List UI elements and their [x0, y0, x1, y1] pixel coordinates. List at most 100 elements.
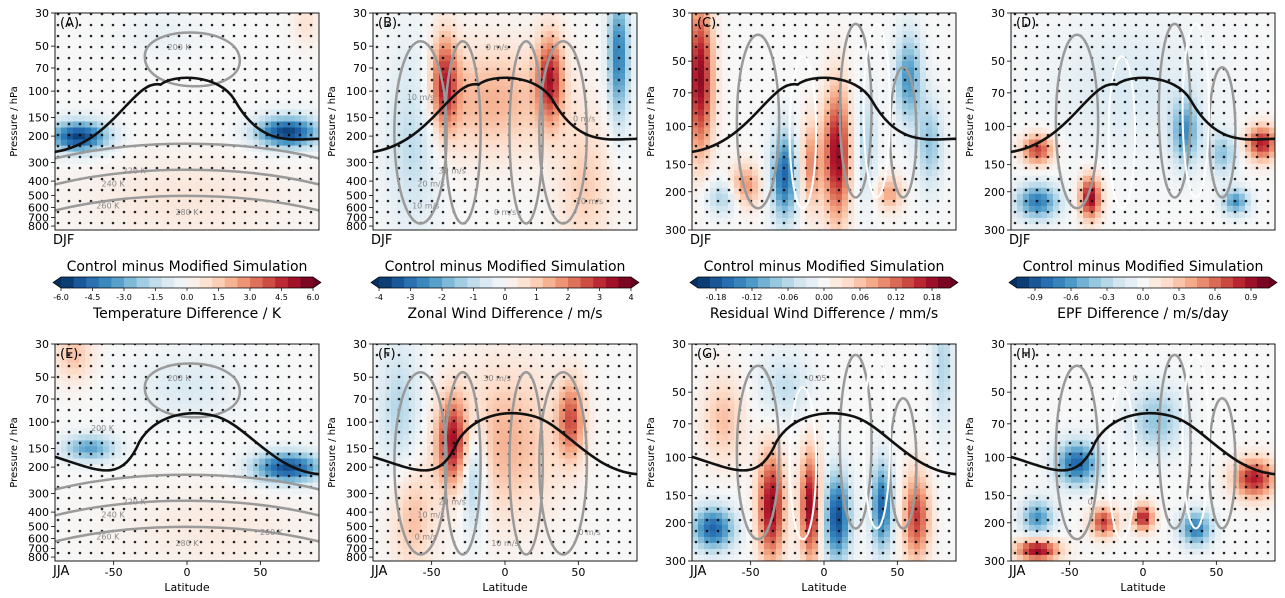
colorbar-tick-label: 3: [597, 293, 602, 302]
y-tick-label: 70: [991, 418, 1005, 431]
y-tick-label: 600: [28, 532, 49, 545]
colorbar-swatch: [890, 277, 903, 288]
colorbar-tick-label: -0.06: [778, 293, 799, 302]
heatmap: [1011, 13, 1275, 230]
y-tick-label: 300: [665, 555, 686, 568]
contour-label: 240 K: [102, 180, 126, 189]
y-tick-label: 100: [28, 85, 49, 98]
contour-label: 10 m/s: [417, 511, 444, 520]
y-axis-label: Pressure / hPa: [965, 417, 976, 487]
y-tick-label: 400: [346, 506, 367, 519]
y-tick-label: 30: [672, 338, 686, 351]
colorbar-swatch: [926, 277, 939, 288]
tropopause-line: [373, 76, 637, 154]
y-tick-label: 150: [984, 159, 1005, 172]
colorbar-tick-label: 0.9: [1245, 293, 1258, 302]
colorbar-tick-label: 0: [502, 293, 507, 302]
y-tick-label: 500: [28, 521, 49, 534]
colorbar-tick-label: 0.18: [923, 293, 941, 302]
panel-g: -0.05 30 50 70 100 150 200 300 Pressure / hPa -50…: [646, 338, 957, 594]
colorbar-swatch: [1137, 277, 1150, 288]
colorbar-swatch: [1017, 277, 1030, 288]
season-label: DJF: [53, 233, 74, 248]
y-axis-label: Pressure / hPa: [9, 417, 20, 487]
y-tick-label: 100: [665, 120, 686, 133]
y-tick-label: 70: [672, 87, 686, 100]
axes-frame: [372, 12, 638, 231]
colorbar-swatch: [237, 277, 251, 288]
y-tick-label: 30: [353, 338, 367, 351]
colorbar-swatch: [174, 277, 188, 288]
colorbar-swatch: [1221, 277, 1234, 288]
colorbar-swatch: [454, 277, 468, 288]
y-tick-label: 30: [35, 338, 49, 351]
significance-stipple: [373, 13, 637, 230]
contour-label: 10 m/s: [491, 539, 518, 548]
y-tick-label: 100: [346, 416, 367, 429]
colorbar-swatch: [1089, 277, 1102, 288]
significance-stipple: [55, 344, 319, 561]
y-tick-label: 600: [28, 201, 49, 214]
colorbar-outline: [1008, 276, 1278, 289]
colorbar-swatch: [618, 277, 632, 288]
colorbar-swatch: [416, 277, 430, 288]
significance-stipple: [55, 13, 319, 230]
colorbar-swatch: [1149, 277, 1162, 288]
colorbar-swatch: [593, 277, 607, 288]
y-tick-label: 30: [991, 338, 1005, 351]
contour-label: 220 K: [123, 498, 147, 507]
tropopause-line: [692, 412, 956, 476]
colorbar-swatch: [379, 277, 392, 288]
y-tick-label: 200: [346, 461, 367, 474]
colorbar-tick-label: -0.6: [1063, 293, 1079, 302]
contour-label: 10 m/s: [576, 197, 603, 206]
colorbar-swatch: [136, 277, 150, 288]
tropopause-line: [1011, 76, 1275, 154]
y-tick-label: 500: [346, 521, 367, 534]
tropopause-line: [55, 412, 319, 476]
colorbar-swatch: [212, 277, 226, 288]
y-tick-label: 100: [665, 451, 686, 464]
colorbar-swatch: [710, 277, 723, 288]
colorbar-label: EPF Difference / m/s/day: [1057, 306, 1229, 322]
colorbar-swatch: [782, 277, 795, 288]
y-tick-label: 150: [346, 111, 367, 124]
y-tick-label: 800: [346, 220, 367, 233]
colorbar-tick-label: -3: [407, 293, 415, 302]
y-tick-label: 200: [984, 517, 1005, 530]
y-tick-label: 200: [28, 130, 49, 143]
contour-label: 30 m/s: [439, 167, 466, 176]
y-tick-label: 300: [28, 487, 49, 500]
contour-label: 240 K: [102, 511, 126, 520]
season-label: DJF: [371, 233, 392, 248]
y-tick-label: 150: [346, 442, 367, 455]
x-tick-label: -50: [423, 566, 441, 579]
colorbar-tick-label: -1: [470, 293, 478, 302]
colorbar-extend-high: [631, 277, 639, 288]
y-tick-label: 500: [28, 190, 49, 203]
y-tick-label: 700: [346, 211, 367, 224]
colorbar-swatch: [1041, 277, 1054, 288]
colorbar-tick-label: 2: [565, 293, 570, 302]
tropopause-line: [692, 76, 956, 154]
colorbar-swatch: [250, 277, 263, 288]
y-tick-label: 50: [35, 371, 49, 384]
significance-stipple: [373, 344, 637, 561]
y-tick-label: 50: [353, 40, 367, 53]
contour-label: 280 K: [175, 208, 199, 217]
season-label: JJA: [370, 564, 387, 579]
colorbar-tick-label: -0.9: [1027, 293, 1043, 302]
season-label: DJF: [690, 233, 711, 248]
y-tick-label: 400: [346, 175, 367, 188]
y-tick-label: 100: [984, 451, 1005, 464]
contour-label: 0: [1088, 498, 1093, 507]
colorbar-swatch: [1233, 277, 1246, 288]
panel-b: 0 m/s 30 m/s 20 m/s 10 m/s 0 m/s 10 m/s 10 m/s…: [327, 7, 638, 248]
y-tick-label: 700: [28, 211, 49, 224]
colorbar-swatch: [1185, 277, 1198, 288]
colorbar-title: Control minus Modified Simulation: [1023, 259, 1264, 275]
y-tick-label: 70: [353, 393, 367, 406]
contour-label: 220 K: [123, 167, 147, 176]
y-tick-label: 500: [346, 190, 367, 203]
